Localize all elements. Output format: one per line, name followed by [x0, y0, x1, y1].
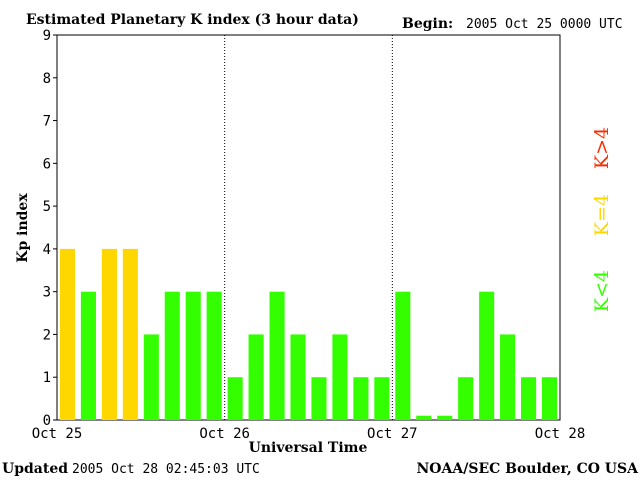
y-tick-label: 4	[43, 242, 51, 258]
kp-bar	[458, 377, 474, 420]
kp-bar	[479, 291, 495, 420]
kp-bar	[185, 291, 201, 420]
kp-bar	[521, 377, 537, 420]
kp-bar	[437, 415, 453, 420]
begin-label: Begin:	[402, 16, 453, 32]
bars-group	[59, 248, 558, 420]
kp-bar	[500, 334, 516, 420]
plot-frame	[56, 34, 561, 421]
kp-bar	[164, 291, 180, 420]
y-tick-label: 1	[43, 370, 51, 386]
plot-area: 0 1 2 3 4 5 6 7 8 9 Oct 25 Oct 26 Oct 27 Oct 28	[32, 28, 586, 442]
begin-value: 2005 Oct 25 0000 UTC	[466, 17, 623, 32]
kp-bar	[541, 377, 558, 420]
kp-bar	[227, 377, 243, 420]
source-credit: NOAA/SEC Boulder, CO USA	[417, 461, 640, 477]
kp-bar	[143, 334, 159, 420]
x-tick-label: Oct 25	[32, 426, 83, 442]
legend-k-below-4: K<4	[591, 270, 613, 312]
kp-bar	[269, 291, 285, 420]
y-axis-label: Kp index	[15, 193, 31, 263]
x-axis-label: Universal Time	[249, 440, 368, 456]
x-tick-labels: Oct 25 Oct 26 Oct 27 Oct 28	[32, 426, 586, 442]
y-tick-label: 5	[43, 199, 51, 215]
kp-bar	[290, 334, 306, 420]
kp-bar	[332, 334, 348, 420]
y-tick-label: 0	[43, 413, 51, 429]
legend: K>4 K=4 K<4	[591, 127, 613, 312]
chart-title: Estimated Planetary K index (3 hour data…	[26, 12, 359, 28]
legend-k-above-4: K>4	[591, 127, 613, 169]
y-tick-label: 3	[43, 285, 51, 301]
y-tick-label: 6	[43, 156, 51, 172]
kp-bar	[395, 291, 411, 420]
kp-bar	[122, 248, 138, 420]
updated-label: Updated	[2, 461, 68, 477]
kp-bar	[80, 291, 96, 420]
y-tick-label: 7	[43, 114, 51, 130]
y-tick-label: 8	[43, 71, 51, 87]
y-tick-labels: 0 1 2 3 4 5 6 7 8 9	[43, 28, 57, 429]
x-tick-label: Oct 28	[535, 426, 586, 442]
y-tick-label: 2	[43, 327, 51, 343]
kp-bar	[353, 377, 369, 420]
kp-bar	[416, 415, 432, 420]
kp-bar	[59, 248, 76, 420]
day-dividers	[224, 35, 393, 420]
kp-bar	[206, 291, 222, 420]
kp-bar	[311, 377, 327, 420]
updated-value: 2005 Oct 28 02:45:03 UTC	[72, 462, 260, 477]
kp-bar	[374, 377, 390, 420]
x-tick-label: Oct 27	[367, 426, 418, 442]
kp-bar	[248, 334, 264, 420]
y-tick-label: 9	[43, 28, 51, 44]
x-tick-label: Oct 26	[199, 426, 250, 442]
kp-bar	[101, 248, 117, 420]
legend-k-equal-4: K=4	[591, 194, 613, 236]
